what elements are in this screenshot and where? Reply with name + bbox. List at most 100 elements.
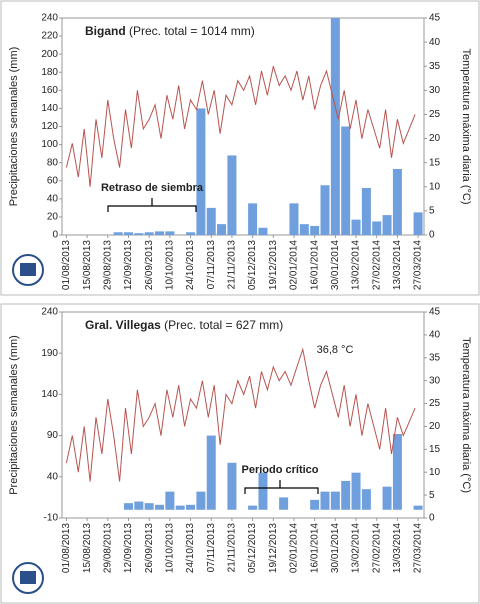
bar <box>155 231 165 235</box>
y2-tick-label: 0 <box>429 513 435 524</box>
x-tick-label: 10/10/2013 <box>165 523 176 573</box>
temperature-line <box>65 66 416 187</box>
bar <box>258 227 268 235</box>
y2-tick-label: 45 <box>429 307 441 318</box>
subtitle-text: (Prec. total = 1014 mm) <box>129 24 255 38</box>
bracket <box>107 198 197 212</box>
y2-tick-label: 5 <box>429 206 435 217</box>
bar <box>175 505 185 510</box>
x-tick-label: 16/01/2014 <box>309 240 320 290</box>
y2-tick-label: 15 <box>429 444 441 455</box>
bar <box>206 207 216 235</box>
y2-tick-label: 40 <box>429 330 441 341</box>
y2-tick-label: 35 <box>429 61 441 72</box>
y-tick-label: 0 <box>52 230 58 241</box>
bar <box>248 203 258 235</box>
x-tick-label: 26/09/2013 <box>144 240 155 290</box>
y2-tick-label: 35 <box>429 352 441 363</box>
x-tick-label: 13/02/2014 <box>351 523 362 573</box>
x-tick-label: 19/12/2013 <box>268 240 279 290</box>
x-tick-label: 29/08/2013 <box>102 240 113 290</box>
subtitle-text: (Prec. total = 627 mm) <box>164 318 283 332</box>
x-tick-label: 13/03/2014 <box>392 240 403 290</box>
bar <box>165 491 175 510</box>
annotation: Periodo crítico <box>241 464 318 476</box>
x-tick-label: 10/10/2013 <box>165 240 176 290</box>
y2-axis-label: Temperatura máxima diaria (°C) <box>460 49 472 205</box>
bar <box>196 108 206 235</box>
annotation: 36,8 °C <box>317 344 354 356</box>
bar <box>134 501 144 510</box>
bar <box>186 504 196 510</box>
x-tick-label: 15/08/2013 <box>82 523 93 573</box>
y2-tick-label: 10 <box>429 181 441 192</box>
bar <box>155 504 165 510</box>
x-tick-label: 27/02/2014 <box>371 523 382 573</box>
bar <box>279 497 289 510</box>
y-tick-label: 220 <box>41 31 58 42</box>
y-axis-label: Precipitaciones semanales (mm) <box>8 47 20 207</box>
y-tick-label: 140 <box>41 103 58 114</box>
bar <box>382 486 392 510</box>
y-tick-label: 60 <box>47 175 59 186</box>
y2-axis-label: Temperatura máxima diaria (°C) <box>460 337 472 493</box>
x-tick-label: 21/11/2013 <box>227 523 238 573</box>
x-tick-label: 13/03/2014 <box>392 523 403 573</box>
y-tick-label: 240 <box>41 13 58 24</box>
y2-tick-label: 25 <box>429 398 441 409</box>
bar <box>413 212 423 235</box>
x-tick-label: 13/02/2014 <box>351 240 362 290</box>
y2-tick-label: 40 <box>429 37 441 48</box>
bar <box>330 18 340 235</box>
y-tick-label: 40 <box>47 471 59 482</box>
bar <box>227 155 237 235</box>
plot-area <box>61 311 425 519</box>
title-text: Gral. Villegas <box>85 318 161 332</box>
y-tick-label: 140 <box>41 389 58 400</box>
bar <box>341 480 351 510</box>
logo <box>12 562 44 594</box>
bar <box>392 168 402 235</box>
title-text: Bigand <box>85 24 126 38</box>
annotation: Retraso de siembra <box>101 182 204 194</box>
x-tick-label: 02/01/2014 <box>289 240 300 290</box>
y-tick-label: 180 <box>41 67 58 78</box>
y-tick-label: 160 <box>41 85 58 96</box>
y2-tick-label: 10 <box>429 467 441 478</box>
bar <box>382 215 392 235</box>
y2-tick-label: 5 <box>429 490 435 501</box>
bar <box>310 225 320 235</box>
bar <box>186 232 196 235</box>
temperature-line <box>65 347 416 482</box>
y-tick-label: 90 <box>47 430 59 441</box>
bar <box>217 224 227 235</box>
bar <box>341 126 351 235</box>
bar <box>289 203 299 235</box>
y2-tick-label: 20 <box>429 133 441 144</box>
bar <box>258 472 268 510</box>
bar <box>299 224 309 235</box>
bar <box>320 185 330 235</box>
bar <box>330 491 340 510</box>
bar <box>123 503 133 510</box>
bar <box>361 489 371 510</box>
bar <box>248 505 258 510</box>
bar <box>372 221 382 235</box>
logo <box>12 254 44 286</box>
y2-tick-label: 0 <box>429 230 435 241</box>
y-tick-label: 80 <box>47 157 59 168</box>
x-tick-label: 12/09/2013 <box>123 240 134 290</box>
x-tick-label: 01/08/2013 <box>61 523 72 573</box>
x-tick-label: 05/12/2013 <box>247 240 258 290</box>
bar <box>320 491 330 510</box>
y-tick-label: 240 <box>41 307 58 318</box>
chart-title: Bigand (Prec. total = 1014 mm) <box>85 24 255 38</box>
x-tick-label: 27/03/2014 <box>413 523 424 573</box>
x-tick-label: 27/03/2014 <box>413 240 424 290</box>
x-tick-label: 24/10/2013 <box>185 523 196 573</box>
x-tick-label: 07/11/2013 <box>206 240 217 290</box>
bar <box>227 462 237 510</box>
bar <box>165 231 175 235</box>
